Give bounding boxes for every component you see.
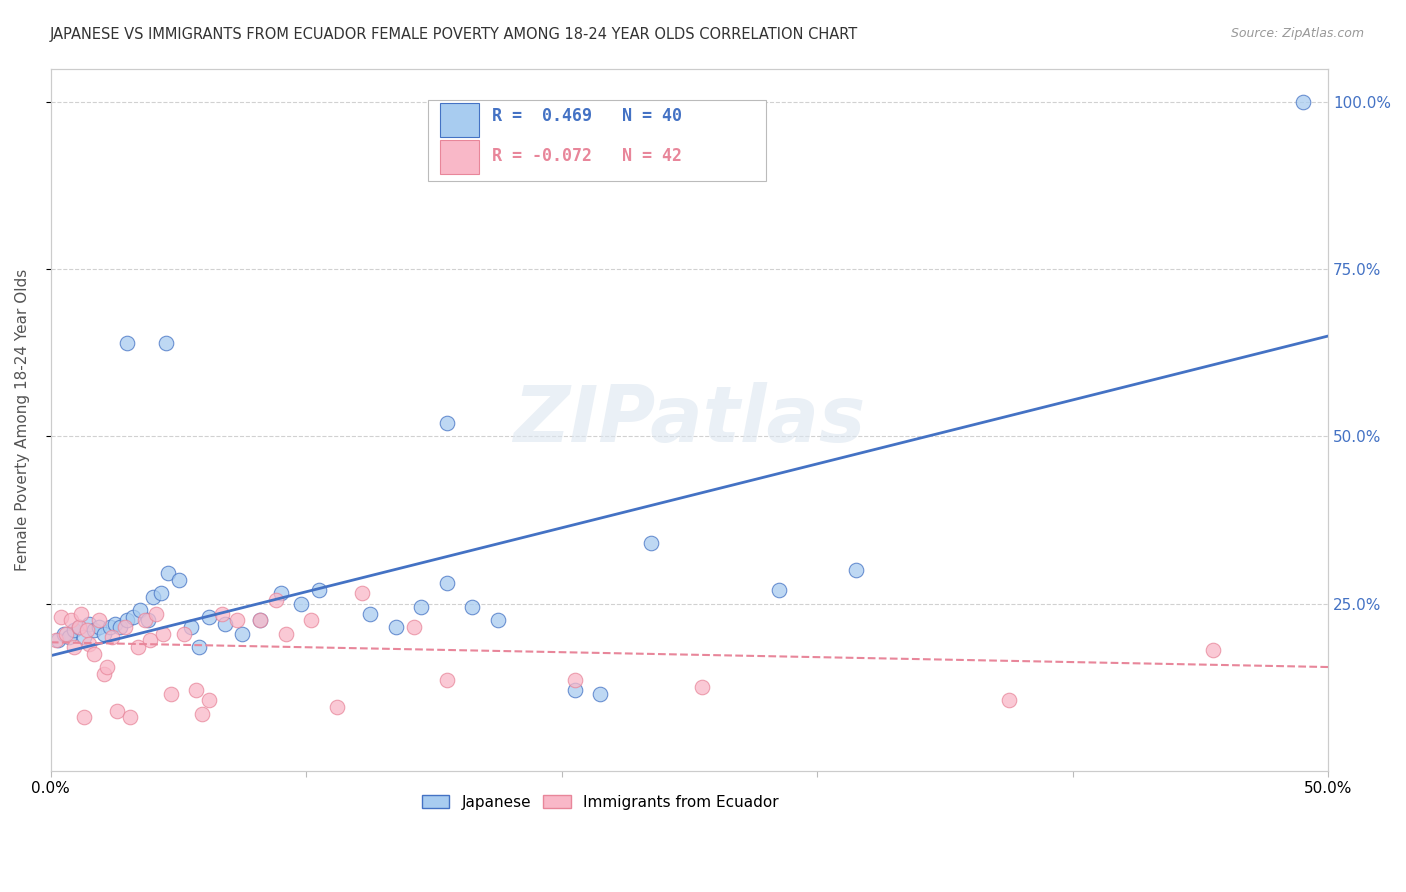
Point [127, 640, 149, 654]
Point [136, 613, 159, 627]
Text: ZIPatlas: ZIPatlas [513, 382, 866, 458]
Point [77, 616, 100, 631]
Point [188, 640, 211, 654]
Point [93, 666, 115, 681]
Point [58, 630, 80, 644]
Point [249, 613, 271, 627]
Point [101, 630, 124, 644]
Point [180, 620, 202, 634]
Point [352, 586, 374, 600]
Point [249, 613, 271, 627]
Point [129, 603, 152, 617]
Point [564, 673, 586, 688]
Point [436, 576, 458, 591]
Point [231, 626, 253, 640]
Point [67, 620, 90, 634]
Point [436, 416, 458, 430]
Point [173, 626, 195, 640]
Point [67, 620, 90, 634]
Point [461, 599, 484, 614]
Point [49, 610, 72, 624]
Point [384, 620, 406, 634]
Point [589, 687, 612, 701]
Point [270, 586, 292, 600]
Legend: Japanese, Immigrants from Ecuador: Japanese, Immigrants from Ecuador [416, 789, 785, 815]
Point [998, 693, 1021, 707]
Point [308, 583, 330, 598]
Point [73, 630, 96, 644]
Point [190, 706, 212, 721]
Point [45, 633, 67, 648]
Point [70, 607, 93, 621]
Point [640, 536, 662, 550]
Point [105, 704, 128, 718]
Point [564, 683, 586, 698]
Point [117, 613, 139, 627]
Point [157, 566, 180, 581]
Point [96, 660, 118, 674]
Point [142, 590, 165, 604]
Point [134, 613, 156, 627]
Text: R = -0.072   N = 42: R = -0.072 N = 42 [492, 147, 682, 165]
Point [89, 613, 111, 627]
Point [83, 647, 105, 661]
Point [198, 610, 221, 624]
Point [63, 624, 86, 638]
Point [89, 620, 111, 634]
Point [299, 613, 322, 627]
Point [211, 607, 233, 621]
Point [186, 683, 208, 698]
Point [149, 586, 172, 600]
Y-axis label: Female Poverty Among 18-24 Year Olds: Female Poverty Among 18-24 Year Olds [15, 268, 30, 571]
Point [214, 616, 236, 631]
Point [844, 563, 866, 577]
Point [274, 626, 297, 640]
Point [55, 626, 77, 640]
Point [98, 620, 121, 634]
Point [155, 335, 177, 350]
Point [76, 624, 98, 638]
Point [77, 637, 100, 651]
Point [48, 633, 70, 648]
Text: JAPANESE VS IMMIGRANTS FROM ECUADOR FEMALE POVERTY AMONG 18-24 YEAR OLDS CORRELA: JAPANESE VS IMMIGRANTS FROM ECUADOR FEMA… [49, 27, 858, 42]
Point [108, 620, 131, 634]
Point [160, 687, 183, 701]
Point [114, 620, 136, 634]
Text: Source: ZipAtlas.com: Source: ZipAtlas.com [1230, 27, 1364, 40]
Point [1202, 643, 1225, 657]
Point [73, 710, 96, 724]
FancyBboxPatch shape [427, 100, 766, 181]
Point [60, 613, 83, 627]
Point [118, 710, 141, 724]
Point [402, 620, 425, 634]
Point [52, 626, 75, 640]
Point [690, 680, 713, 694]
Point [121, 610, 143, 624]
Point [167, 573, 190, 587]
FancyBboxPatch shape [440, 140, 478, 174]
Point [139, 633, 162, 648]
Text: R =  0.469   N = 40: R = 0.469 N = 40 [492, 106, 682, 125]
Point [486, 613, 509, 627]
Point [768, 583, 790, 598]
Point [83, 624, 105, 638]
Point [290, 597, 312, 611]
Point [1291, 95, 1313, 109]
Point [63, 640, 86, 654]
Point [145, 607, 167, 621]
Point [152, 626, 174, 640]
Point [198, 693, 221, 707]
FancyBboxPatch shape [440, 103, 478, 136]
Point [93, 626, 115, 640]
Point [359, 607, 381, 621]
Point [117, 335, 139, 350]
Point [264, 593, 287, 607]
Point [104, 616, 127, 631]
Point [226, 613, 249, 627]
Point [436, 673, 458, 688]
Point [326, 700, 349, 714]
Point [411, 599, 433, 614]
